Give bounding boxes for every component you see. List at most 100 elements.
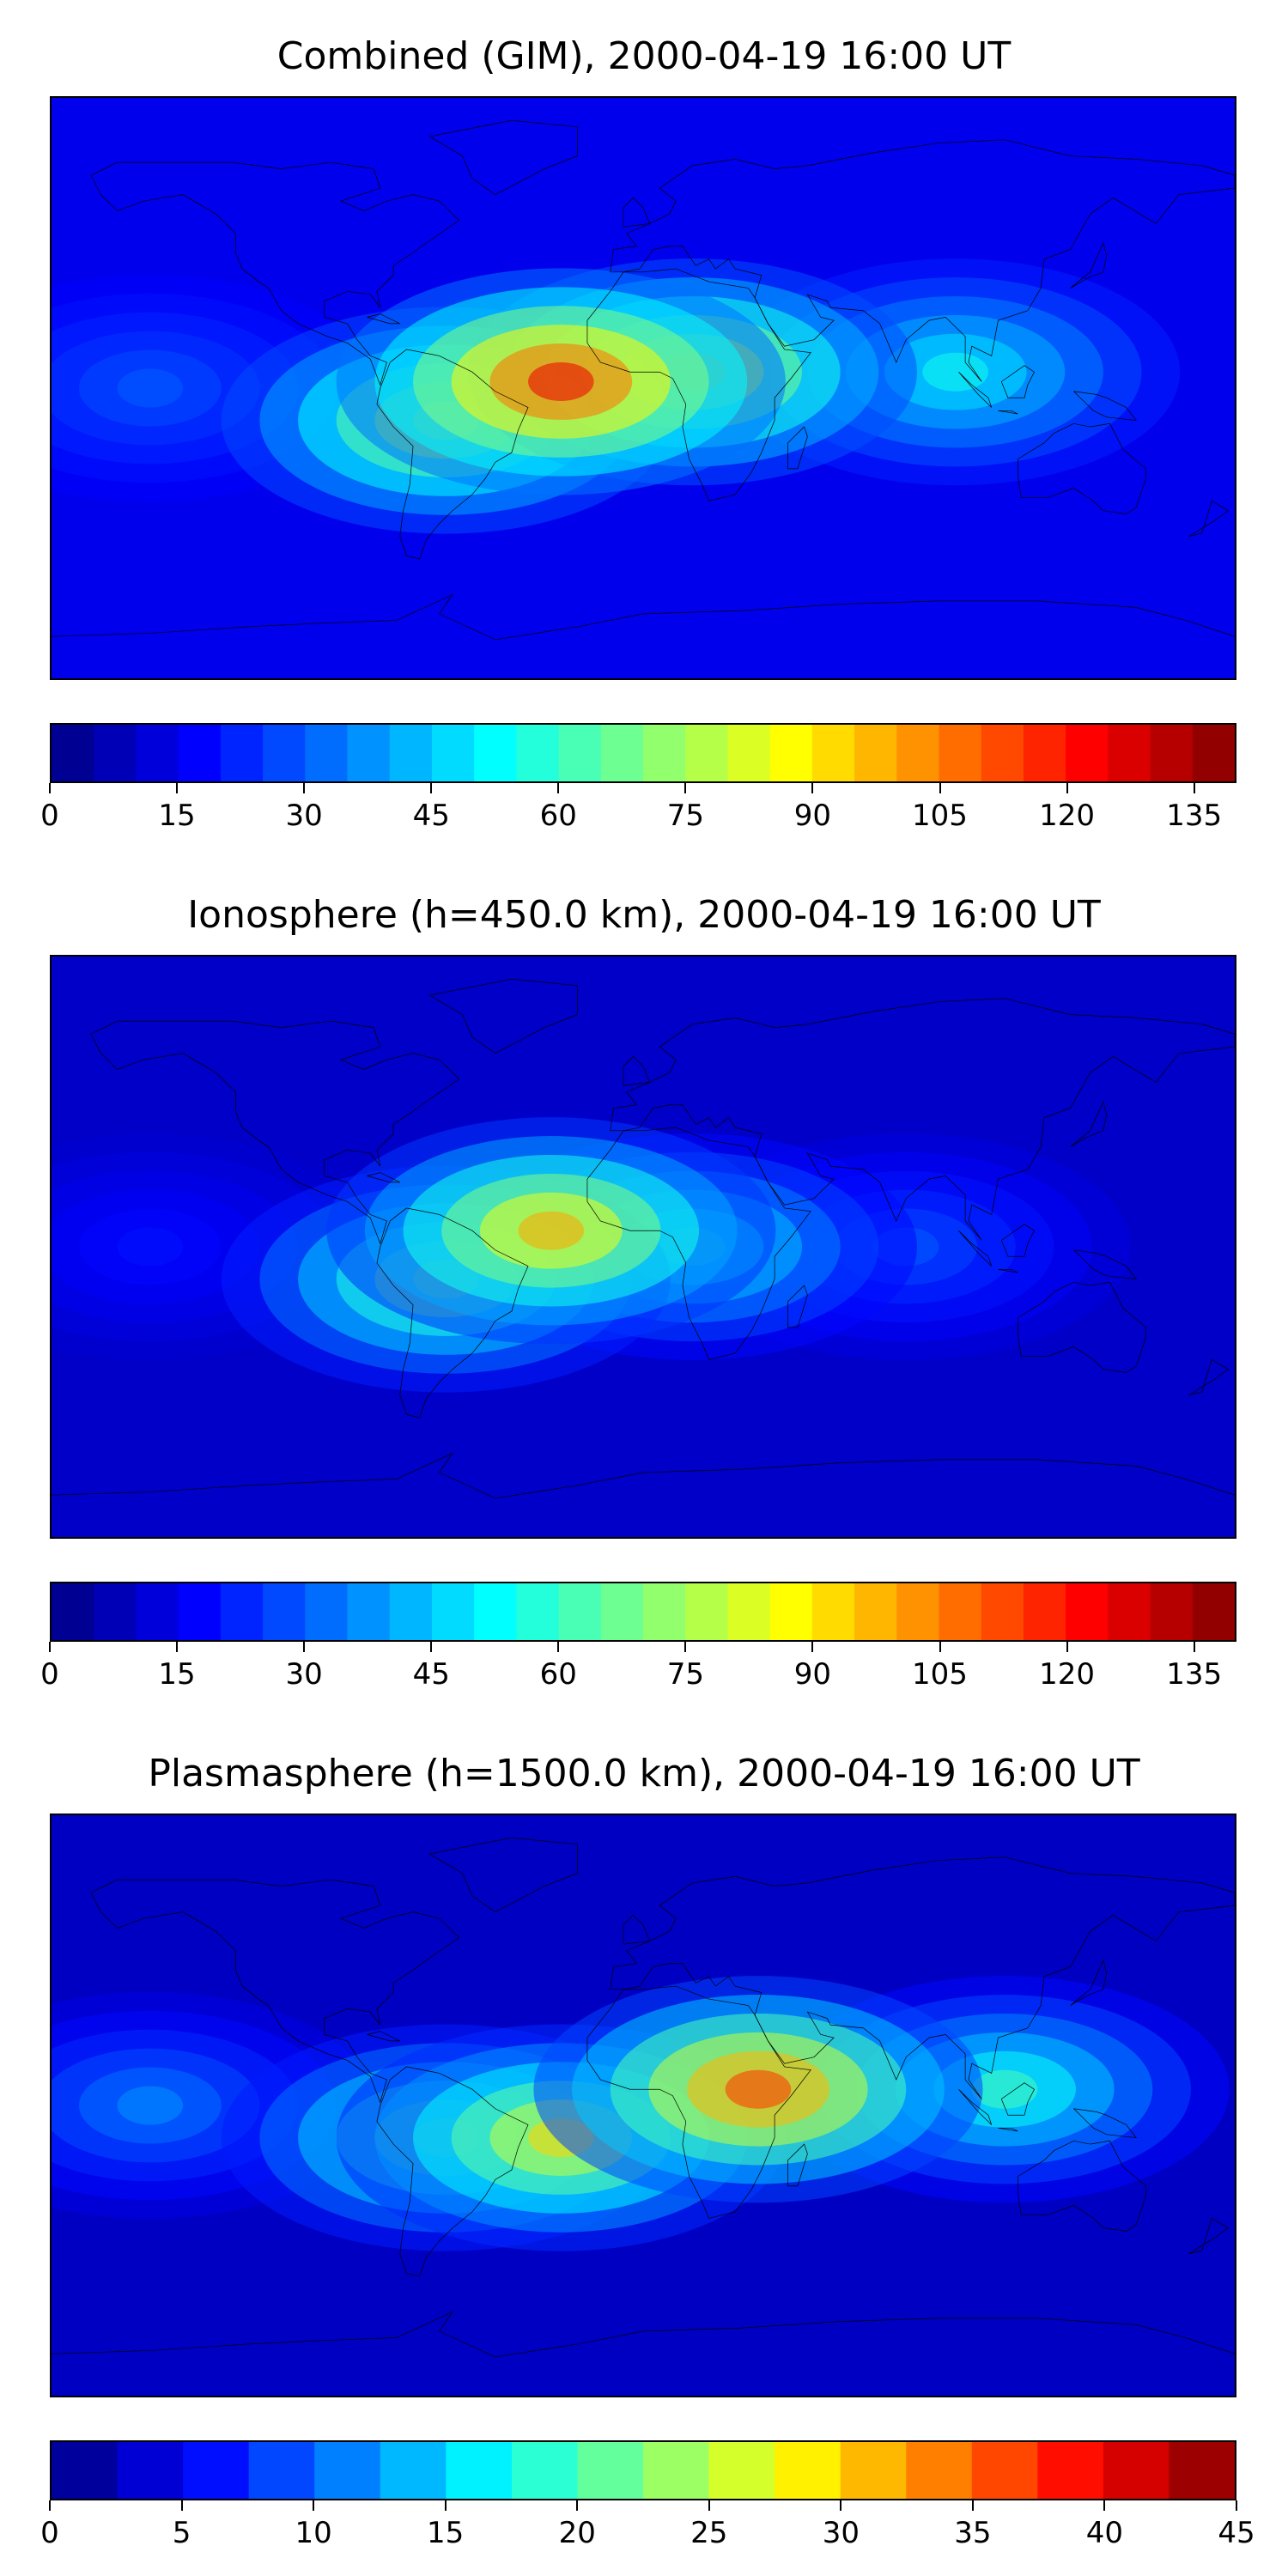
heatmap-contour bbox=[725, 2069, 792, 2109]
coastline bbox=[1001, 1224, 1034, 1257]
coastline bbox=[377, 349, 528, 559]
colorbar-swatch bbox=[389, 1583, 433, 1640]
coastline bbox=[91, 162, 459, 385]
heatmap-contour bbox=[117, 1227, 184, 1267]
colorbar-swatch bbox=[727, 725, 771, 781]
coastline bbox=[1071, 1102, 1107, 1147]
tick-label: 75 bbox=[666, 799, 704, 833]
coastline bbox=[1188, 2218, 1228, 2253]
tick-mark bbox=[971, 2500, 974, 2511]
colorbar-swatch bbox=[685, 1583, 729, 1640]
coastline bbox=[998, 2128, 1018, 2131]
colorbar-swatch bbox=[708, 2442, 776, 2499]
colorbar-swatch bbox=[220, 725, 264, 781]
tick-label: 105 bbox=[912, 799, 968, 833]
heatmap-map bbox=[50, 96, 1236, 680]
colorbar-swatch bbox=[896, 725, 940, 781]
coastline bbox=[367, 1173, 399, 1182]
tick-mark bbox=[1236, 2500, 1237, 2511]
tick-mark bbox=[811, 783, 814, 793]
tick-label: 45 bbox=[412, 1657, 450, 1692]
colorbar-ticks: 0 5 10 15 20 25 30 35 40 45 bbox=[40, 2500, 1255, 2552]
coastline bbox=[611, 1857, 1235, 2099]
coastline bbox=[91, 1880, 459, 2102]
heatmap-contour bbox=[117, 2086, 184, 2125]
colorbar-ticks: 0 15 30 45 60 75 90 105 120 135 bbox=[40, 783, 1236, 835]
coastline bbox=[587, 269, 811, 501]
chart-title: Plasmasphere (h=1500.0 km), 2000-04-19 1… bbox=[148, 1752, 1140, 1795]
heatmap-contour bbox=[807, 126, 873, 166]
colorbar-swatch bbox=[971, 2442, 1039, 2499]
tick-label: 105 bbox=[912, 1657, 968, 1692]
tick-label: 120 bbox=[1039, 799, 1096, 833]
tick-label: 15 bbox=[158, 799, 196, 833]
colorbar-swatch bbox=[1037, 2442, 1105, 2499]
coastline bbox=[998, 410, 1018, 414]
coastline bbox=[367, 2032, 399, 2041]
colorbar-swatch bbox=[183, 2442, 251, 2499]
colorbar-swatch bbox=[1169, 2442, 1235, 2499]
coastline bbox=[611, 999, 1235, 1241]
coastline bbox=[787, 2144, 807, 2186]
colorbar-swatch bbox=[939, 725, 982, 781]
tick-mark bbox=[49, 1642, 51, 1652]
coastline bbox=[587, 1127, 811, 1359]
heatmap-contour bbox=[922, 352, 988, 392]
coastline bbox=[91, 1021, 459, 1243]
colorbar-swatch bbox=[1108, 725, 1151, 781]
coastline bbox=[958, 2089, 991, 2124]
colorbar-ticks: 0 15 30 45 60 75 90 105 120 135 bbox=[40, 1642, 1236, 1693]
tick-mark bbox=[1066, 1642, 1068, 1652]
coastline bbox=[623, 1915, 650, 1944]
coastline bbox=[429, 1838, 577, 1911]
colorbar-swatch bbox=[178, 725, 222, 781]
colorbar-swatches bbox=[52, 725, 1235, 781]
tick-label: 5 bbox=[172, 2516, 191, 2550]
chart-title: Ionosphere (h=450.0 km), 2000-04-19 16:0… bbox=[187, 893, 1101, 937]
colorbar-swatch bbox=[840, 2442, 908, 2499]
colorbar-swatch bbox=[558, 1583, 602, 1640]
colorbar-swatch bbox=[117, 2442, 185, 2499]
colorbar-swatch bbox=[94, 1583, 137, 1640]
colorbar-swatch bbox=[511, 2442, 579, 2499]
tick-mark bbox=[49, 2500, 51, 2511]
coastline bbox=[1018, 1282, 1145, 1372]
tick-mark bbox=[430, 783, 433, 793]
tick-label: 90 bbox=[793, 799, 832, 833]
tick-label: 15 bbox=[158, 1657, 196, 1692]
colorbar-swatch bbox=[178, 1583, 222, 1640]
coastline bbox=[998, 1269, 1018, 1273]
coastlines bbox=[52, 979, 1235, 1498]
coastline bbox=[587, 1986, 811, 2218]
colorbar-swatch bbox=[314, 2442, 382, 2499]
colorbar-swatch bbox=[1108, 1583, 1151, 1640]
colorbar-swatch bbox=[305, 1583, 349, 1640]
colorbar-swatch bbox=[769, 1583, 813, 1640]
colorbar-swatch bbox=[906, 2442, 974, 2499]
coastline bbox=[623, 1056, 650, 1085]
colorbar-swatch bbox=[854, 725, 898, 781]
tick-label: 30 bbox=[822, 2516, 860, 2550]
tick-mark bbox=[684, 783, 687, 793]
colorbar-swatch bbox=[431, 1583, 476, 1640]
colorbar-swatch bbox=[811, 1583, 856, 1640]
colorbar-swatch bbox=[380, 2442, 447, 2499]
coastline bbox=[1188, 501, 1228, 536]
coastline bbox=[1018, 423, 1145, 513]
colorbar-swatch bbox=[1023, 725, 1067, 781]
colorbar-swatch bbox=[347, 725, 391, 781]
heatmap-field bbox=[52, 1815, 1230, 2251]
colorbar-swatch bbox=[347, 1583, 391, 1640]
colorbar-swatch bbox=[305, 725, 349, 781]
colorbar-swatch bbox=[263, 725, 307, 781]
colorbar-swatch bbox=[474, 1583, 518, 1640]
tick-mark bbox=[176, 783, 179, 793]
tick-label: 20 bbox=[558, 2516, 596, 2550]
coastline bbox=[429, 120, 577, 194]
colorbar-swatch bbox=[981, 725, 1024, 781]
coastline bbox=[1001, 2083, 1034, 2116]
tick-label: 0 bbox=[40, 1657, 59, 1692]
tick-mark bbox=[557, 783, 560, 793]
tick-label: 10 bbox=[295, 2516, 332, 2550]
tick-mark bbox=[444, 2500, 447, 2511]
